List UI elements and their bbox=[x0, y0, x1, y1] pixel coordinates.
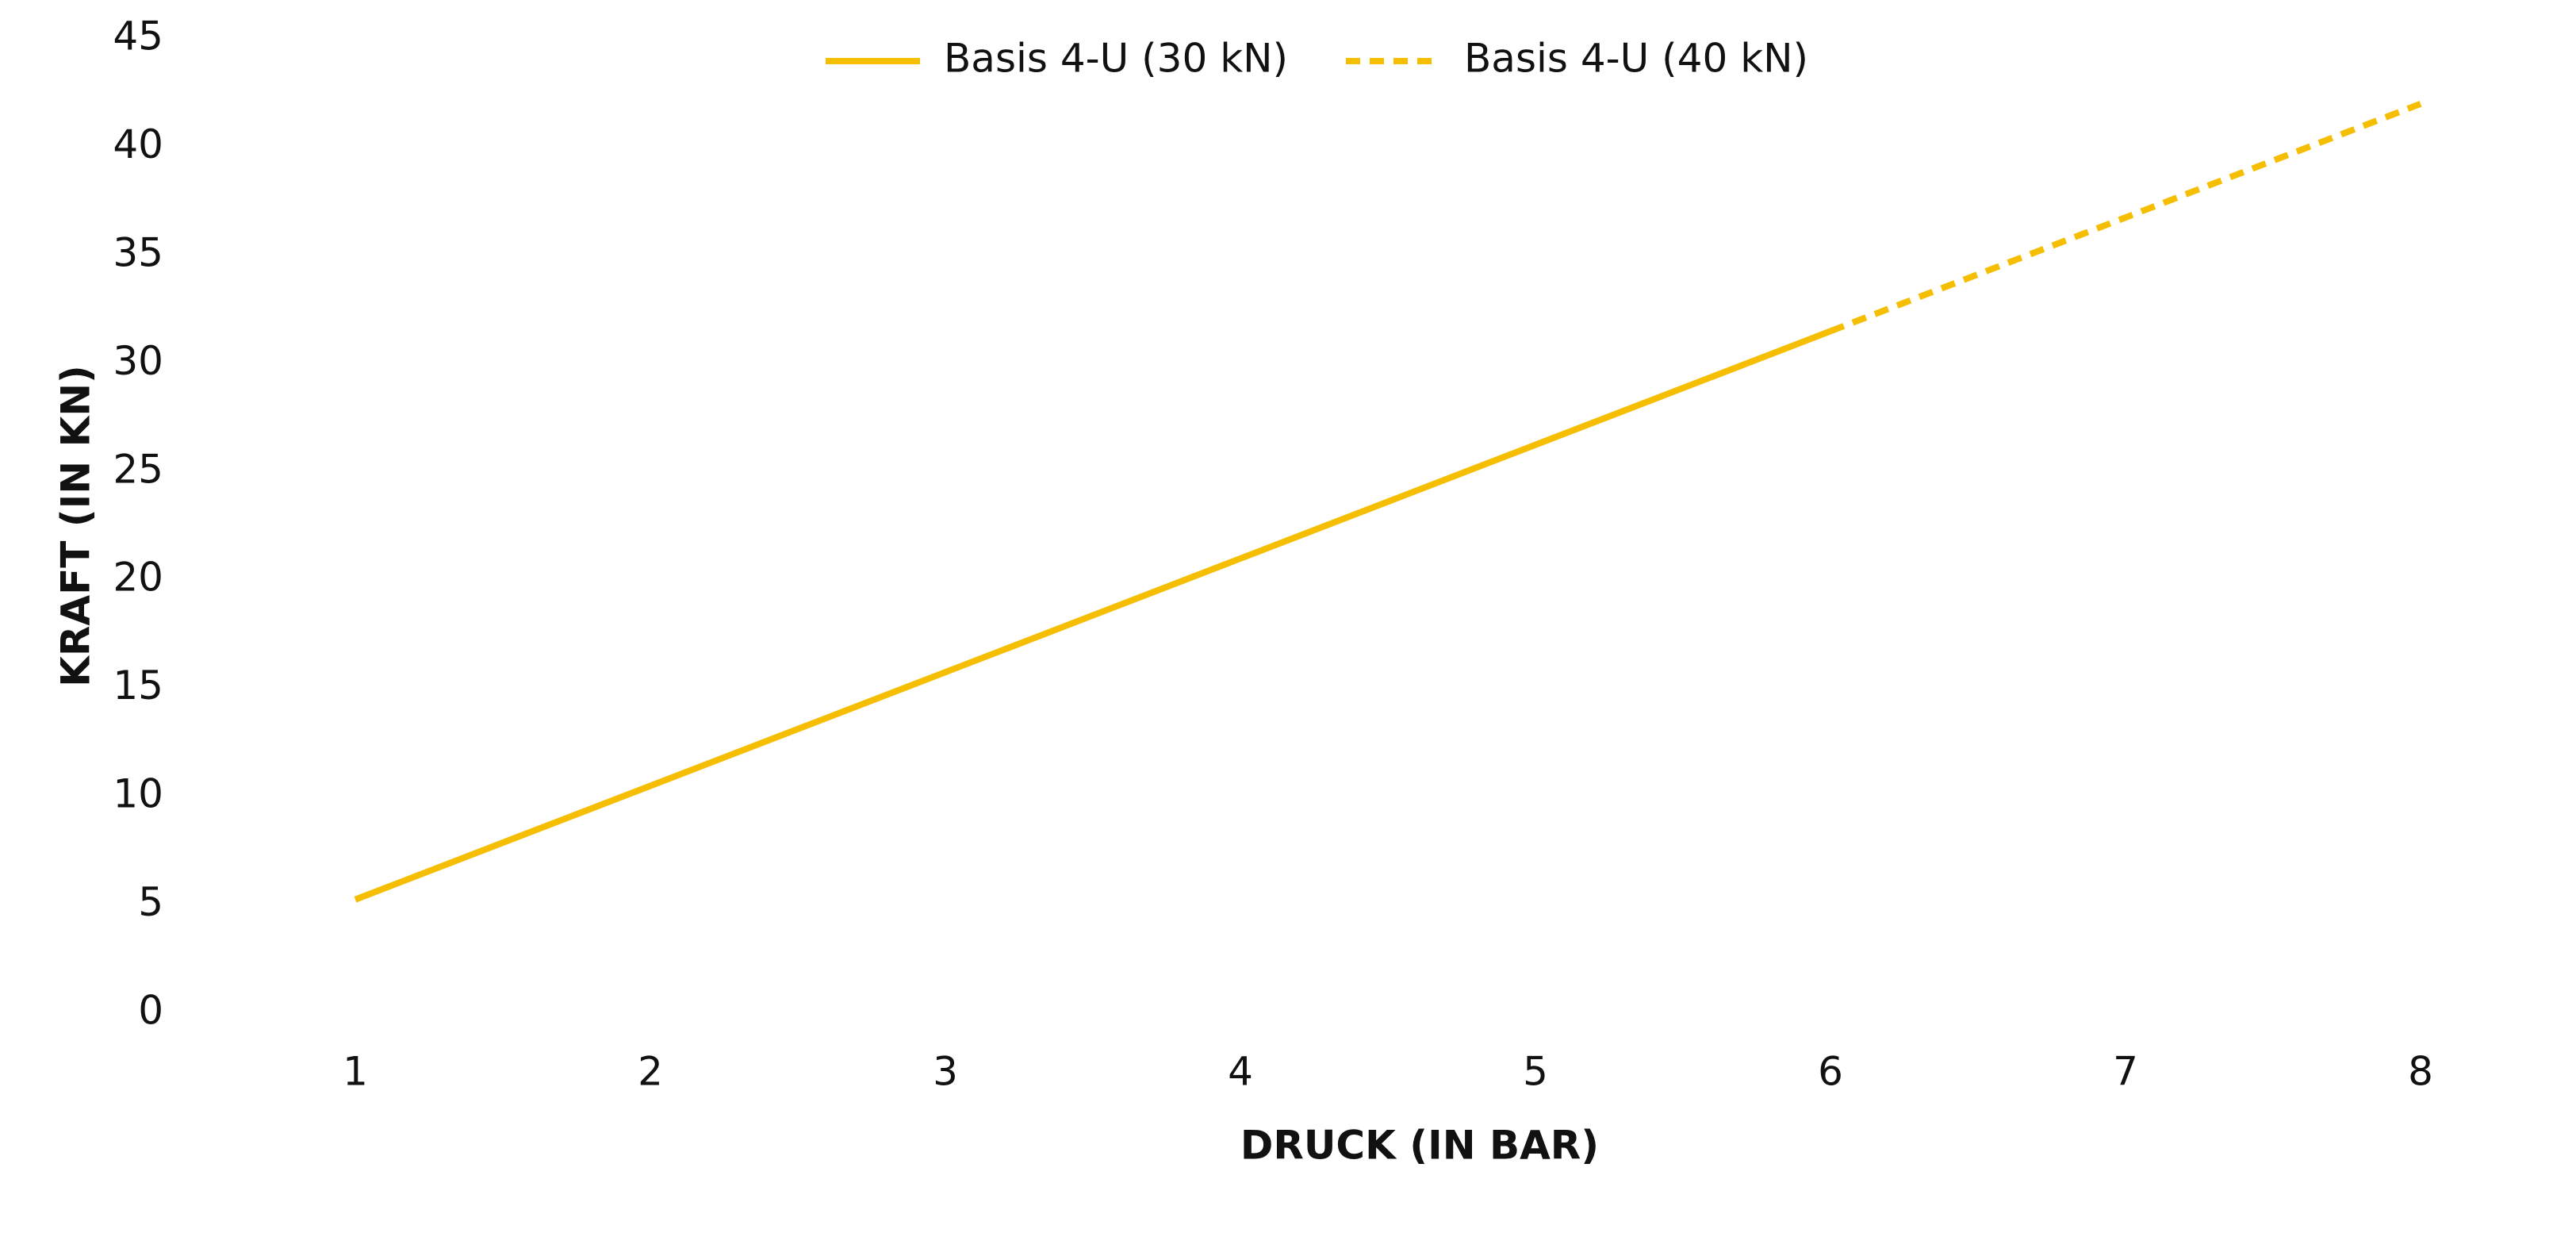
line-series bbox=[354, 328, 1832, 903]
x-tick-label: 7 bbox=[2113, 1049, 2138, 1095]
legend-label: Basis 4-U (30 kN) bbox=[944, 36, 1288, 82]
y-tick-label: 20 bbox=[113, 555, 163, 601]
x-tick-label: 2 bbox=[638, 1049, 663, 1095]
y-tick-label: 30 bbox=[113, 338, 163, 384]
y-tick-label: 15 bbox=[113, 662, 163, 709]
y-tick-label: 25 bbox=[113, 446, 163, 492]
legend-label: Basis 4-U (40 kN) bbox=[1464, 36, 1808, 82]
x-tick-label: 3 bbox=[933, 1049, 958, 1095]
y-tick-label: 5 bbox=[138, 879, 163, 925]
x-tick-label: 4 bbox=[1228, 1049, 1253, 1095]
line-series bbox=[1829, 101, 2422, 335]
y-axis-title: KRAFT (IN KN) bbox=[53, 365, 99, 687]
y-tick-label: 0 bbox=[138, 988, 163, 1034]
y-tick-label: 35 bbox=[113, 229, 163, 275]
x-tick-label: 1 bbox=[343, 1049, 368, 1095]
x-tick-label: 8 bbox=[2408, 1049, 2433, 1095]
x-tick-label: 5 bbox=[1523, 1049, 1548, 1095]
x-tick-label: 6 bbox=[1818, 1049, 1843, 1095]
y-tick-label: 45 bbox=[113, 13, 163, 60]
x-axis-title: DRUCK (IN BAR) bbox=[1240, 1123, 1599, 1169]
y-tick-label: 40 bbox=[113, 121, 163, 167]
y-tick-label: 10 bbox=[113, 771, 163, 817]
